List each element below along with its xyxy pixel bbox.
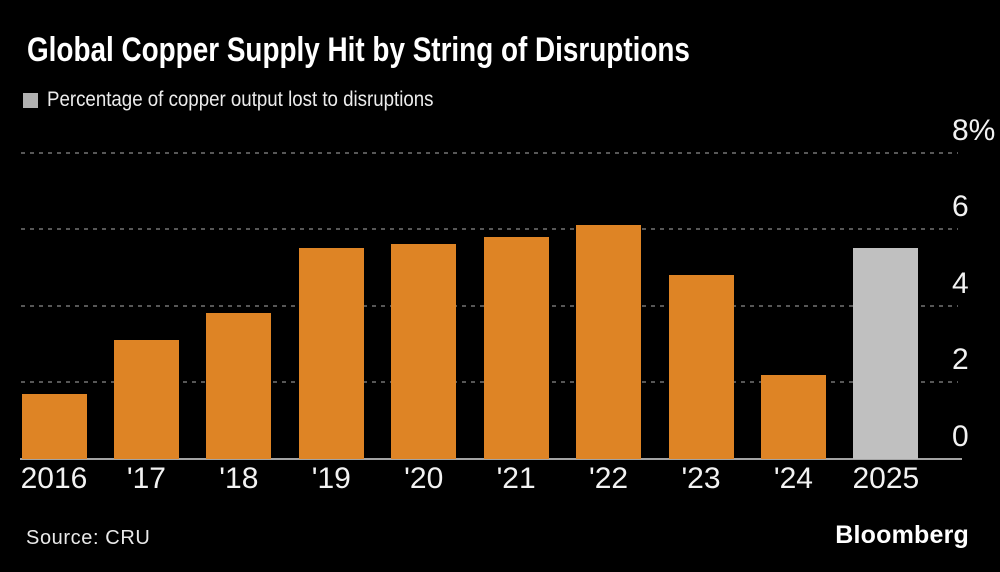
bar-19 xyxy=(298,248,364,459)
bar-2025 xyxy=(853,248,919,459)
bar-2016 xyxy=(21,393,87,459)
gridline-8 xyxy=(21,151,958,154)
y-tick-label-4: 4 xyxy=(952,266,969,300)
bar-22 xyxy=(576,225,642,459)
bar-21 xyxy=(483,236,549,459)
x-tick-label-17: '17 xyxy=(126,462,166,495)
x-tick-label-21: '21 xyxy=(496,462,536,495)
y-tick-label-6: 6 xyxy=(952,190,969,224)
x-tick-label-2016: 2016 xyxy=(20,462,88,495)
source-note: Source: CRU xyxy=(26,527,151,549)
legend-swatch-icon xyxy=(23,92,38,108)
bar-20 xyxy=(391,244,457,459)
x-tick-label-19: '19 xyxy=(311,462,351,495)
bar-23 xyxy=(668,275,734,459)
legend: Percentage of copper output lost to disr… xyxy=(23,88,481,112)
x-tick-label-23: '23 xyxy=(681,462,721,495)
chart-title: Global Copper Supply Hit by String of Di… xyxy=(27,31,690,69)
x-tick-label-24: '24 xyxy=(773,462,813,495)
bar-24 xyxy=(760,374,826,459)
bloomberg-logo: Bloomberg xyxy=(835,521,969,549)
legend-label: Percentage of copper output lost to disr… xyxy=(47,88,434,111)
bar-18 xyxy=(206,313,272,459)
gridline-6 xyxy=(21,228,958,231)
x-tick-label-18: '18 xyxy=(219,462,259,495)
x-tick-label-22: '22 xyxy=(589,462,629,495)
y-tick-label-0: 0 xyxy=(952,420,969,453)
bar-17 xyxy=(113,340,179,459)
x-axis-line xyxy=(20,458,962,460)
x-tick-label-2025: 2025 xyxy=(852,462,920,495)
y-tick-label-8: 8% xyxy=(952,113,996,147)
y-tick-label-2: 2 xyxy=(952,343,969,377)
x-tick-label-20: '20 xyxy=(404,462,444,495)
